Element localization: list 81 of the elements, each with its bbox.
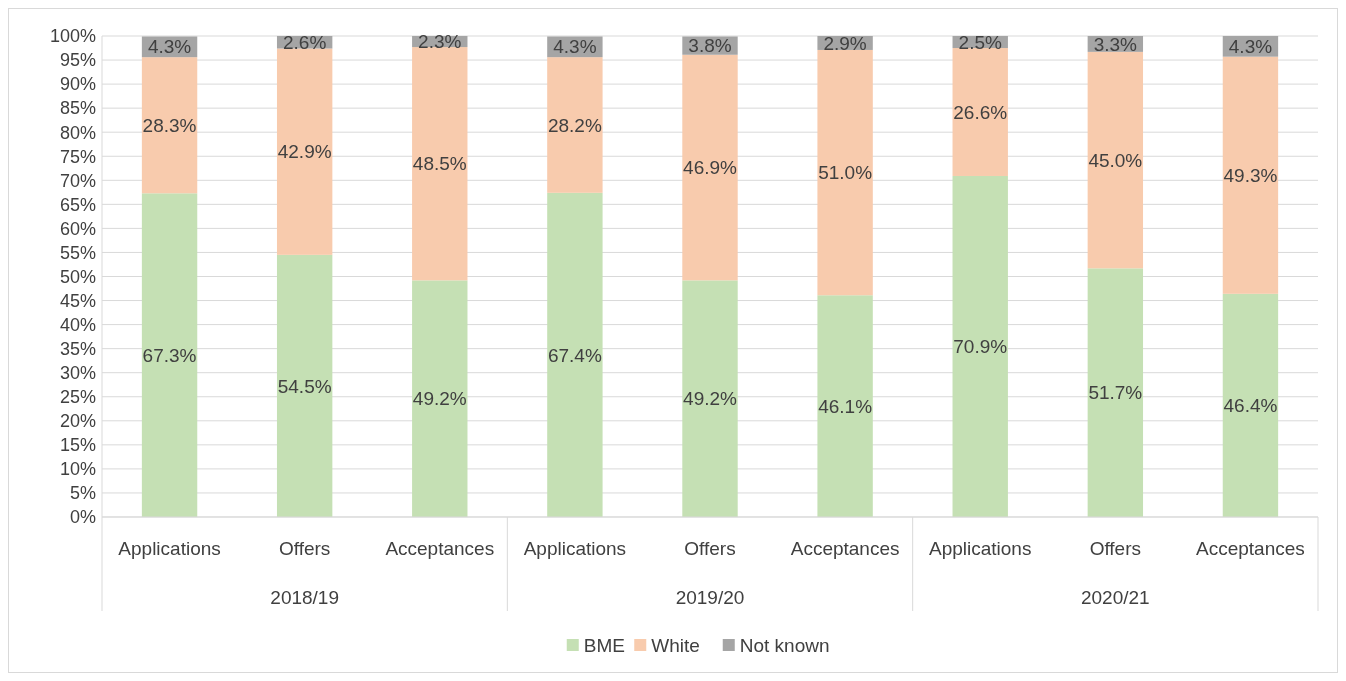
data-label: 51.0% (818, 162, 873, 184)
data-label: 26.6% (953, 101, 1008, 123)
bar (1087, 51, 1144, 269)
data-label: 2.6% (283, 31, 327, 53)
data-label: 45.0% (1088, 149, 1143, 171)
data-label: 2.5% (958, 31, 1002, 53)
y-tick-label: 80% (59, 122, 96, 143)
bar (682, 54, 738, 281)
y-tick-label: 40% (59, 314, 96, 335)
data-label: 46.4% (1223, 395, 1278, 417)
bar (412, 47, 468, 281)
data-label: 28.3% (142, 114, 197, 136)
y-tick-label: 95% (59, 50, 96, 71)
bar (817, 49, 873, 296)
data-label: 3.8% (688, 35, 732, 57)
x-tick-label: Applications (523, 538, 627, 559)
bar (547, 57, 603, 193)
x-tick-label: Offers (278, 538, 331, 559)
text: 2020/21 (1080, 587, 1150, 608)
y-tick-label: 85% (59, 98, 96, 119)
y-tick-label: 20% (59, 411, 96, 432)
bar (141, 193, 198, 517)
bar (276, 254, 333, 517)
y-tick-label: 90% (59, 74, 96, 95)
bar (952, 175, 1008, 517)
y-tick-label: 65% (59, 194, 96, 215)
y-tick-label: 60% (59, 218, 96, 239)
data-label: 4.3% (1228, 35, 1273, 57)
y-tick-label: 15% (59, 435, 96, 456)
x-tick-label: Offers (1089, 538, 1142, 559)
y-tick-label: 10% (59, 459, 96, 480)
bar (547, 192, 603, 517)
data-label: 3.3% (1093, 33, 1138, 55)
data-label: 54.5% (277, 375, 332, 397)
bar (682, 280, 738, 517)
y-tick-label: 50% (59, 266, 96, 287)
y-tick-label: 45% (59, 290, 96, 311)
y-tick-label: 5% (69, 483, 96, 504)
bar (141, 57, 198, 194)
y-tick-label: 70% (59, 170, 96, 191)
data-label: 70.9% (953, 336, 1008, 358)
x-tick-label: Applications (929, 538, 1032, 559)
text: 2018/19 (270, 587, 340, 608)
data-label: 46.9% (683, 157, 738, 179)
bar (952, 48, 1008, 176)
data-label: 2.3% (418, 31, 462, 53)
bar (276, 48, 333, 255)
legend-label: BME (583, 634, 625, 656)
data-label: 4.3% (553, 36, 597, 58)
data-label: 28.2% (547, 114, 602, 136)
data-label: 51.7% (1088, 382, 1143, 404)
text: 2019/20 (675, 587, 745, 608)
data-label: 42.9% (277, 141, 332, 163)
x-tick-label: Applications (118, 538, 221, 559)
data-label: 49.3% (1223, 164, 1278, 186)
data-label: 4.3% (147, 36, 192, 58)
y-tick-label: 30% (59, 363, 96, 383)
y-tick-label: 35% (59, 338, 96, 359)
bar (1222, 56, 1279, 294)
y-tick-label: 100% (49, 26, 96, 47)
y-tick-label: 25% (59, 387, 96, 408)
x-tick-label: Acceptances (790, 538, 900, 559)
x-tick-label: Offers (684, 538, 736, 559)
y-tick-label: 55% (59, 242, 96, 263)
data-label: 2.9% (823, 32, 867, 54)
data-label: 67.3% (142, 344, 197, 366)
bar (1222, 293, 1279, 517)
data-label: 46.1% (818, 395, 873, 417)
bar (817, 295, 873, 517)
bar (412, 280, 468, 517)
legend-label: White (651, 634, 700, 656)
data-label: 49.2% (412, 388, 467, 410)
data-label: 49.2% (683, 388, 738, 410)
legend-label: Not known (739, 634, 830, 656)
x-tick-label: Acceptances (1196, 538, 1305, 559)
y-tick-label: 75% (59, 146, 96, 167)
bar (1087, 268, 1144, 517)
y-tick-label: 0% (69, 507, 96, 528)
x-tick-label: Acceptances (385, 538, 495, 559)
data-label: 48.5% (412, 153, 467, 175)
data-label: 67.4% (547, 344, 602, 366)
